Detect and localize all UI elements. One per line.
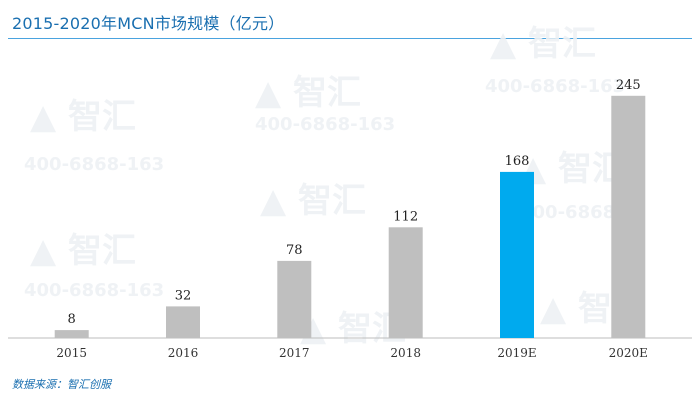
watermark-logo: ▲ 智汇 xyxy=(260,181,366,221)
x-tick-label-2016: 2016 xyxy=(168,346,199,360)
watermark-logo: ▲ 智汇 xyxy=(490,24,596,64)
data-source-note: 数据来源：智汇创服 xyxy=(12,378,111,391)
x-tick-label-2015: 2015 xyxy=(56,346,87,360)
watermark-logo: ▲ 智汇 xyxy=(255,73,361,113)
watermark-phone: 400-6868 xyxy=(520,202,615,223)
value-label-2018: 112 xyxy=(393,209,418,224)
bar-2017 xyxy=(277,260,312,338)
value-label-2019E: 168 xyxy=(505,154,530,169)
bar-2018 xyxy=(388,227,423,338)
x-tick-label-2020E: 2020E xyxy=(609,346,648,360)
watermark-logo: ▲ 智汇 xyxy=(30,97,136,137)
page-title: 2015-2020年MCN市场规模（亿元） xyxy=(12,14,285,33)
bars-group: 8 2015 32 2016 78 2017 112 2018 168 2019E 245 2020E xyxy=(54,78,648,360)
watermark-logo: ▲ 智汇 xyxy=(30,231,136,271)
watermark-phone: 400-6868-163 xyxy=(24,280,164,301)
x-tick-label-2018: 2018 xyxy=(390,346,421,360)
bar-2019E xyxy=(500,171,534,338)
value-label-2017: 78 xyxy=(286,243,303,258)
bar-2020E xyxy=(611,95,646,338)
watermark-logo: ▲ 智汇 xyxy=(520,149,626,189)
x-tick-label-2017: 2017 xyxy=(279,346,310,360)
value-label-2020E: 245 xyxy=(616,78,641,93)
value-label-2016: 32 xyxy=(175,288,192,303)
watermark-phone: 400-6868-163 xyxy=(255,114,395,135)
watermark-phone: 400-6868-163 xyxy=(485,76,625,97)
watermark-layer: ▲ 智汇 400-6868-163 ▲ 智汇 400-6868-163 ▲ 智汇… xyxy=(24,24,646,349)
title-divider xyxy=(8,38,692,39)
bar-2015 xyxy=(54,330,89,338)
watermark-phone: 400-6868-163 xyxy=(24,154,164,175)
value-label-2015: 8 xyxy=(68,312,76,327)
bar-2016 xyxy=(166,306,200,338)
x-tick-label-2019E: 2019E xyxy=(497,346,536,360)
watermark-logo: ▲ 智汇 xyxy=(300,309,406,349)
